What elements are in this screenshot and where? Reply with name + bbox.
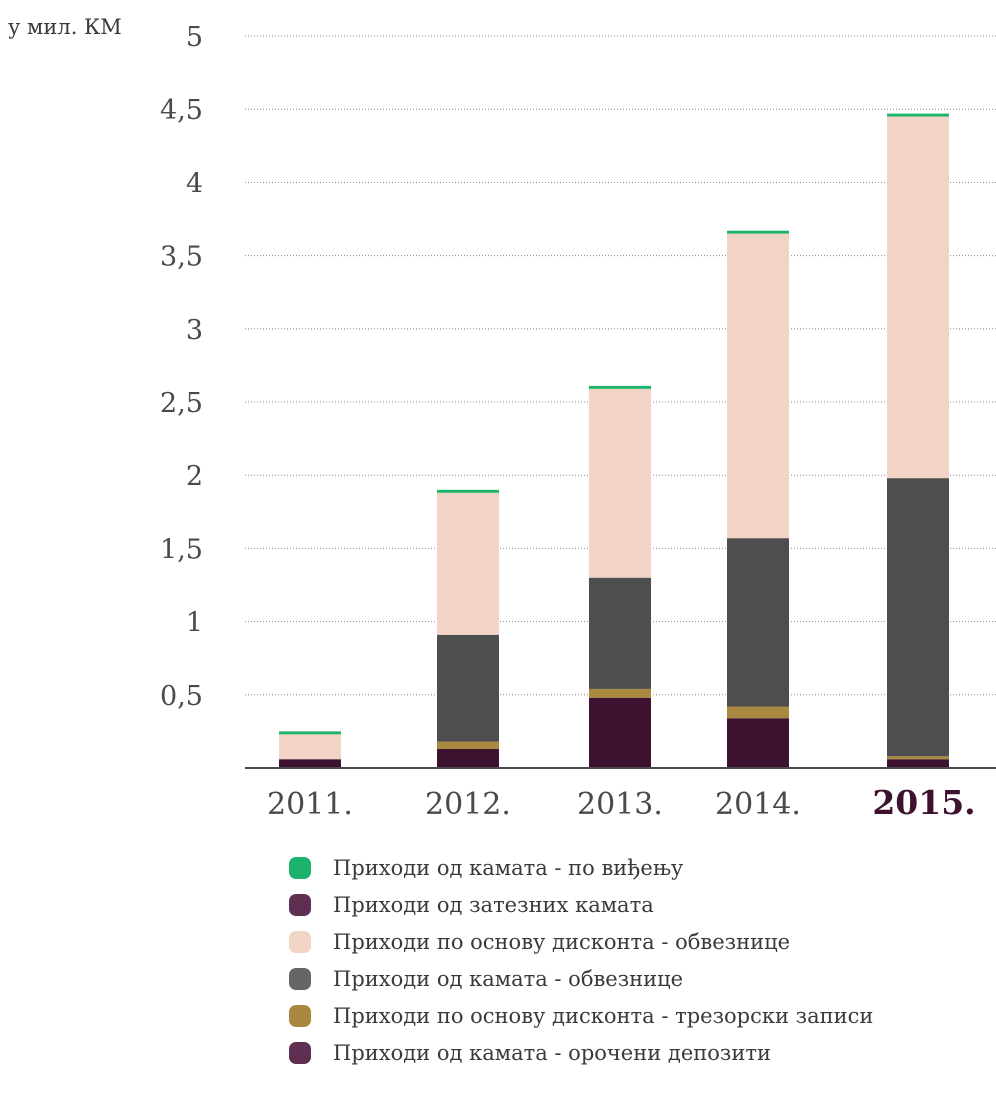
- legend-label: Приходи по основу дисконта - трезорски з…: [333, 1004, 873, 1028]
- y-tick-label: 1: [186, 608, 203, 639]
- x-tick-label: 2013.: [577, 787, 663, 822]
- bar-segment: [887, 478, 949, 757]
- legend-label: Приходи по основу дисконта - обвезнице: [333, 930, 790, 954]
- bar-segment: [589, 697, 651, 768]
- bar-segment: [887, 116, 949, 479]
- legend: Приходи од камата - по виђењу Приходи од …: [289, 856, 873, 1065]
- bar-segment: [887, 756, 949, 760]
- bar-segment: [727, 230, 789, 234]
- legend-swatch: [289, 968, 311, 990]
- legend-item: Приходи од камата - по виђењу: [289, 856, 684, 880]
- bar-segment: [437, 634, 499, 742]
- legend-swatch: [289, 931, 311, 953]
- legend-swatch: [289, 1005, 311, 1027]
- unit-label: у мил. КМ: [8, 15, 122, 39]
- bar-segment: [727, 538, 789, 707]
- legend-item: Приходи од камата - обвезнице: [289, 967, 683, 991]
- bar-group: [589, 385, 651, 768]
- bar-segment: [437, 748, 499, 768]
- x-tick-label: 2014.: [715, 787, 801, 822]
- legend-swatch: [289, 894, 311, 916]
- bar-segment: [727, 718, 789, 768]
- y-tick-label: 4,5: [160, 95, 203, 126]
- bar-segment: [437, 489, 499, 493]
- y-tick-label: 3: [186, 315, 203, 346]
- x-tick-label: 2015.: [872, 783, 975, 822]
- x-axis-labels: 2011. 2012. 2013. 2014. 2015.: [267, 783, 976, 822]
- x-tick-label: 2012.: [425, 787, 511, 822]
- bar-segment: [279, 759, 341, 768]
- bar-segment: [887, 113, 949, 117]
- bar-segment: [437, 492, 499, 635]
- legend-item: Приходи по основу дисконта - обвезнице: [289, 930, 790, 954]
- y-tick-label: 0,5: [160, 681, 203, 712]
- y-tick-label: 1,5: [160, 534, 203, 565]
- legend-label: Приходи од камата - орочени депозити: [333, 1041, 771, 1065]
- bars: [279, 113, 949, 768]
- legend-item: Приходи по основу дисконта - трезорски з…: [289, 1004, 873, 1028]
- bar-segment: [589, 688, 651, 698]
- bar-segment: [437, 741, 499, 749]
- y-tick-label: 2,5: [160, 388, 203, 419]
- bar-segment: [589, 388, 651, 578]
- legend-swatch: [289, 1042, 311, 1064]
- y-axis-ticks: 0,5 1 1,5 2 2,5 3 3,5 4 4,5 5: [160, 22, 203, 712]
- bar-segment: [887, 759, 949, 768]
- bar-segment: [727, 233, 789, 539]
- bar-group: [279, 731, 341, 768]
- legend-label: Приходи од камата - по виђењу: [333, 856, 684, 880]
- bar-group: [887, 113, 949, 768]
- y-tick-label: 3,5: [160, 242, 203, 273]
- legend-label: Приходи од камата - обвезнице: [333, 967, 683, 991]
- bar-segment: [589, 577, 651, 689]
- legend-label: Приходи од затезних камата: [333, 893, 654, 917]
- bar-segment: [279, 731, 341, 735]
- y-tick-label: 2: [186, 461, 203, 492]
- x-tick-label: 2011.: [267, 787, 353, 822]
- bar-segment: [279, 734, 341, 760]
- bar-group: [727, 230, 789, 768]
- legend-swatch: [289, 857, 311, 879]
- bar-group: [437, 489, 499, 768]
- legend-item: Приходи од затезних камата: [289, 893, 654, 917]
- bar-segment: [589, 385, 651, 389]
- legend-item: Приходи од камата - орочени депозити: [289, 1041, 771, 1065]
- bar-segment: [727, 706, 789, 719]
- y-tick-label: 5: [186, 22, 203, 53]
- y-tick-label: 4: [186, 168, 203, 199]
